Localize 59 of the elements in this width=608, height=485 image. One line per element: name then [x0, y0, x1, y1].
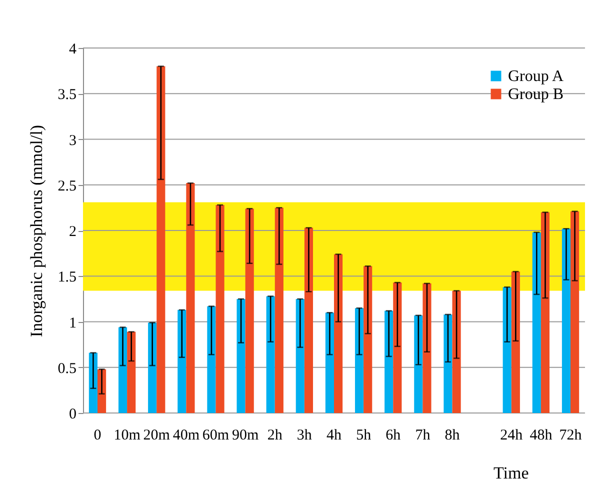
bar	[384, 310, 394, 413]
bar	[296, 298, 304, 413]
y-tick-label: 3	[69, 132, 76, 149]
bar	[325, 312, 334, 413]
x-tick-label: 5h	[356, 428, 372, 444]
bar	[207, 306, 216, 413]
x-tick-label: 40m	[172, 428, 200, 444]
x-tick-label: 60m	[202, 428, 230, 444]
x-tick-label: 0	[94, 428, 102, 444]
bar	[266, 296, 275, 413]
bar	[452, 290, 461, 413]
x-tick-label: 4h	[326, 428, 342, 444]
legend-label: Group A	[508, 68, 564, 85]
bar	[393, 282, 402, 413]
x-tick-label: 7h	[415, 428, 431, 444]
y-tick-label: 2.5	[58, 178, 76, 194]
bar	[532, 232, 541, 413]
y-tick-label: 3.5	[58, 87, 76, 104]
y-tick-label: 4	[69, 42, 77, 58]
bar	[511, 272, 520, 413]
x-tick-label: 2h	[267, 428, 283, 444]
x-axis-title: Time	[494, 464, 529, 482]
bar	[304, 228, 314, 413]
bar	[178, 310, 186, 413]
x-tick-label: 48h	[530, 428, 553, 444]
bar	[540, 212, 550, 413]
bar	[274, 208, 284, 413]
y-axis-title: Inorganic phosphorus (mmol/l)	[26, 124, 46, 338]
bar	[354, 308, 364, 413]
bar	[148, 322, 157, 413]
bar	[236, 298, 246, 413]
x-tick-label: 90m	[232, 428, 259, 444]
bar	[414, 315, 423, 413]
bar	[156, 66, 166, 413]
bar	[570, 211, 580, 413]
y-tick-label: 0	[69, 406, 76, 422]
y-tick-label: 2	[69, 224, 76, 240]
y-tick-label: 0.5	[58, 360, 76, 377]
bar	[444, 314, 452, 413]
bar	[422, 283, 432, 413]
y-tick-label: 1.5	[58, 270, 76, 286]
bar	[186, 183, 195, 413]
bar	[562, 228, 571, 413]
bar	[118, 327, 128, 413]
x-tick-label: 10m	[114, 428, 141, 444]
bar	[502, 287, 512, 413]
bar	[245, 208, 254, 413]
x-tick-label: 8h	[444, 428, 460, 444]
x-tick-label: 6h	[386, 428, 402, 444]
x-tick-label: 24h	[500, 428, 524, 444]
x-tick-label: 3h	[296, 428, 312, 444]
bar	[364, 266, 372, 413]
legend-label: Group B	[508, 86, 564, 103]
bar	[334, 254, 343, 413]
y-tick-label: 1	[69, 315, 76, 332]
bar	[127, 332, 136, 413]
bar	[216, 204, 224, 413]
x-tick-label: 20m	[143, 428, 170, 444]
x-tick-label: 72h	[559, 428, 582, 444]
